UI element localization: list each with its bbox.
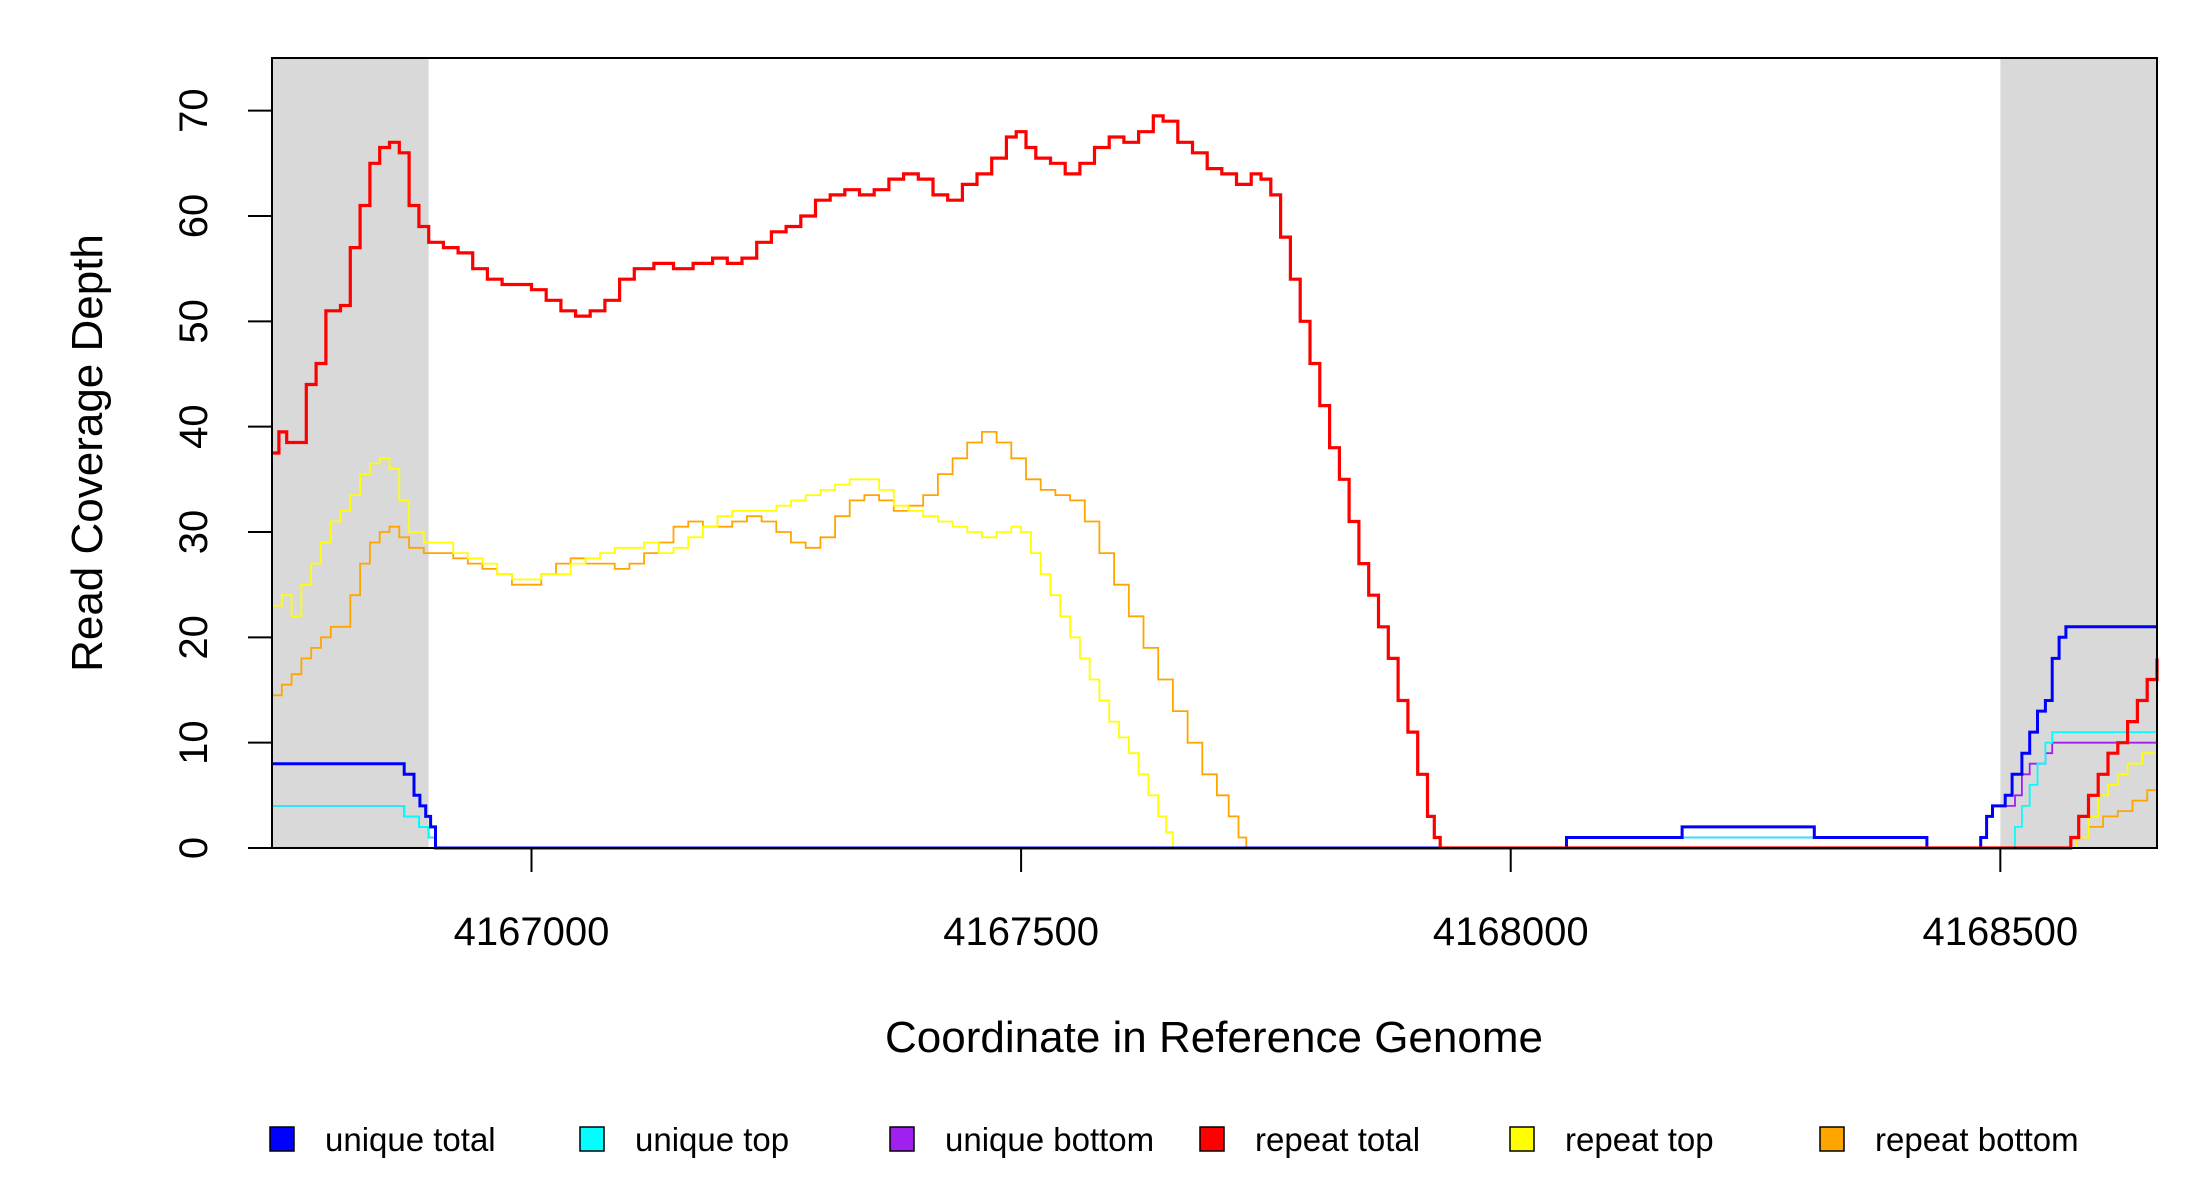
series-line-repeat-top — [272, 457, 2158, 849]
x-axis: 4167000 4167500 4168000 4168500 — [454, 848, 2078, 954]
legend-label-repeat-total: repeat total — [1255, 1121, 1420, 1158]
y-tick-label: 20 — [172, 615, 216, 660]
shaded-region-0 — [272, 58, 429, 848]
legend-swatch-repeat-top — [1509, 1126, 1535, 1152]
legend: unique total unique top unique bottom repea… — [269, 1121, 2079, 1158]
shaded-regions — [272, 58, 2157, 848]
x-tick-label: 4167000 — [454, 910, 610, 954]
series-lines — [272, 114, 2159, 850]
legend-swatch-repeat-bottom — [1819, 1126, 1845, 1152]
x-tick-label: 4168000 — [1433, 910, 1589, 954]
series-line-unique-total — [272, 625, 2157, 850]
series-line-repeat-total — [272, 114, 2159, 850]
y-tick-label: 0 — [172, 837, 216, 859]
y-tick-label: 30 — [172, 510, 216, 555]
y-tick-label: 70 — [172, 88, 216, 132]
legend-swatch-unique-top — [579, 1126, 605, 1152]
x-tick-label: 4168500 — [1922, 910, 2078, 954]
x-tick-label: 4167500 — [943, 910, 1099, 954]
series-line-unique-bottom — [272, 741, 2157, 849]
y-tick-label: 40 — [172, 404, 216, 449]
legend-label-repeat-bottom: repeat bottom — [1875, 1121, 2079, 1158]
y-tick-label: 10 — [172, 720, 216, 765]
legend-swatch-unique-bottom — [889, 1126, 915, 1152]
legend-swatch-unique-total — [269, 1126, 295, 1152]
y-tick-label: 50 — [172, 299, 216, 344]
legend-label-unique-top: unique top — [635, 1121, 789, 1158]
series-line-unique-top — [272, 731, 2157, 849]
shaded-region-1 — [2000, 58, 2157, 848]
plot-frame — [271, 57, 2158, 849]
x-axis-title: Coordinate in Reference Genome — [885, 1013, 1543, 1062]
legend-swatch-repeat-total — [1199, 1126, 1225, 1152]
y-tick-label: 60 — [172, 194, 216, 239]
legend-label-unique-bottom: unique bottom — [945, 1121, 1154, 1158]
y-axis-title: Read Coverage Depth — [63, 234, 112, 672]
y-axis: 0 10 20 30 40 50 60 70 — [172, 88, 272, 859]
series-line-repeat-bottom — [272, 431, 2158, 849]
legend-label-unique-total: unique total — [325, 1121, 496, 1158]
legend-label-repeat-top: repeat top — [1565, 1121, 1714, 1158]
